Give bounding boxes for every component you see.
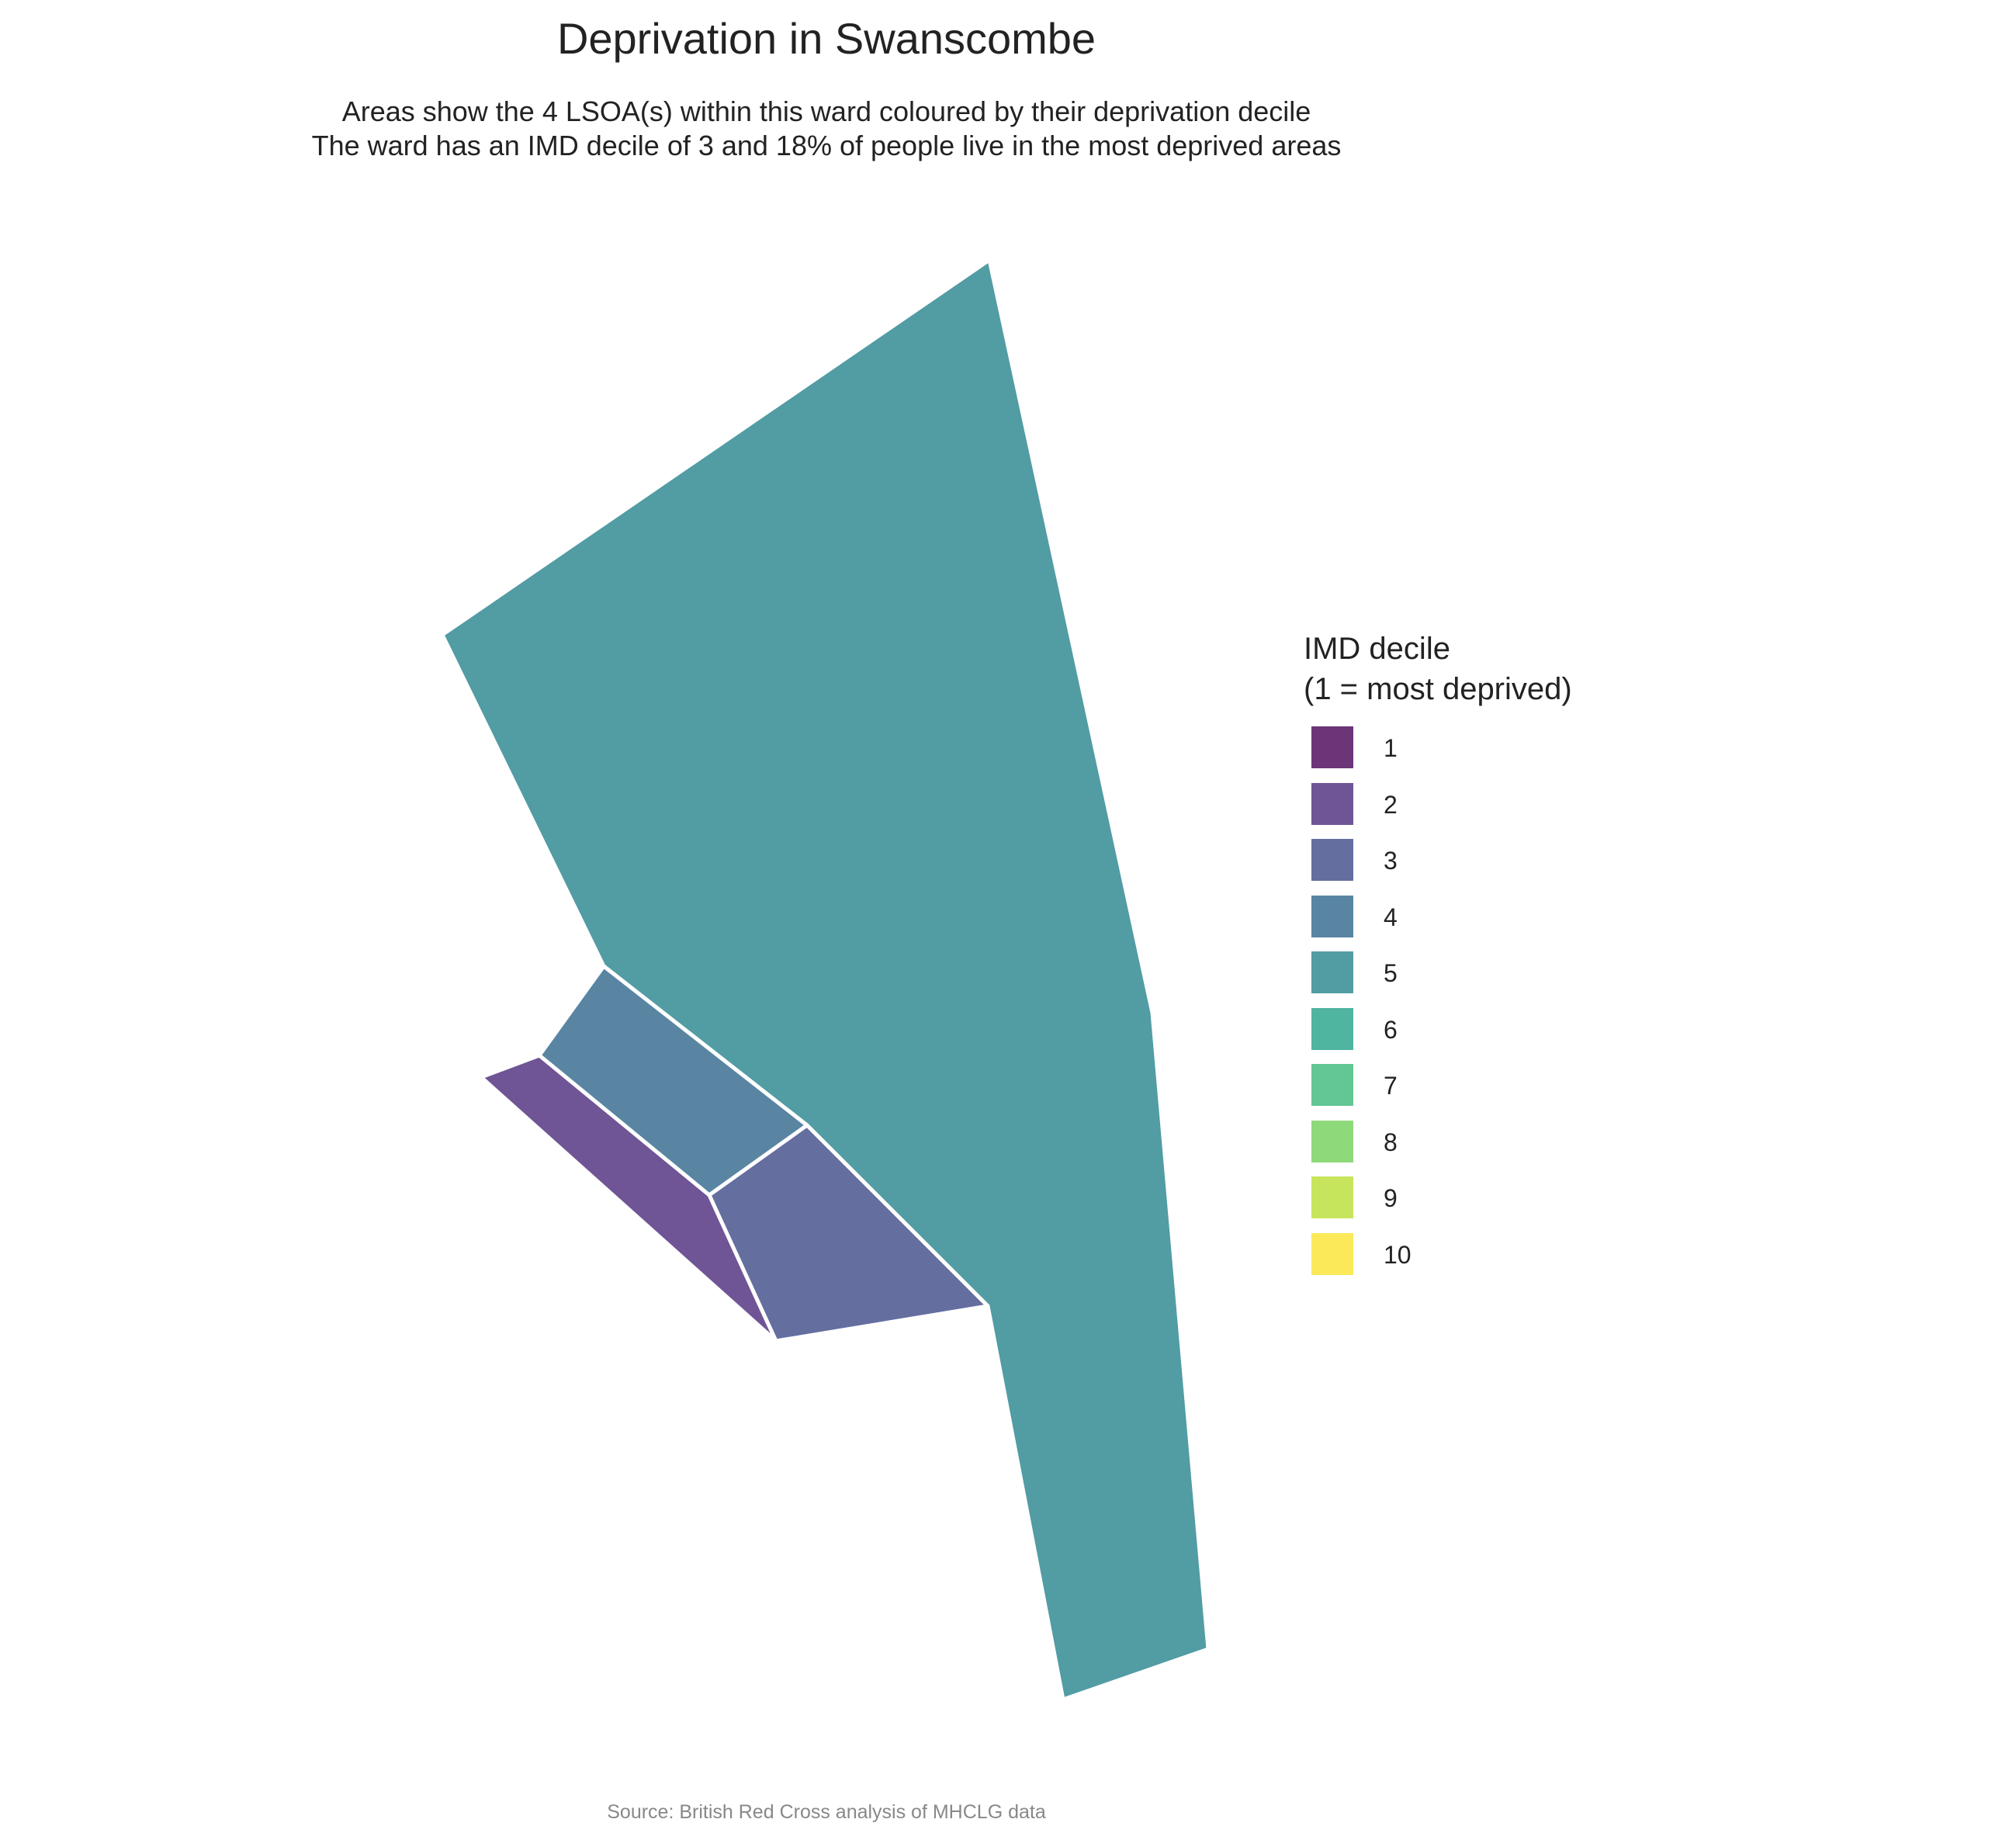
legend-item-7: 7 — [1304, 1064, 1769, 1121]
page-title: Deprivation in Swanscombe — [556, 14, 1096, 63]
legend-swatch — [1311, 1120, 1353, 1163]
legend-swatch — [1311, 726, 1353, 768]
legend-title-line-1: IMD decile — [1304, 632, 1450, 666]
legend-title: IMD decile (1 = most deprived) — [1304, 629, 1769, 709]
legend-item-1: 1 — [1304, 726, 1769, 783]
legend-swatch — [1311, 951, 1353, 993]
legend-item-8: 8 — [1304, 1120, 1769, 1177]
legend-swatch — [1311, 839, 1353, 881]
legend-item-9: 9 — [1304, 1176, 1769, 1233]
legend-label: 1 — [1384, 734, 1398, 762]
legend-label: 3 — [1384, 847, 1398, 875]
legend-item-3: 3 — [1304, 839, 1769, 896]
legend-item-5: 5 — [1304, 951, 1769, 1008]
legend-item-6: 6 — [1304, 1007, 1769, 1065]
legend-label: 8 — [1384, 1128, 1398, 1156]
legend-swatch — [1311, 1232, 1353, 1275]
legend-label: 2 — [1384, 790, 1398, 819]
legend-label: 7 — [1384, 1072, 1398, 1100]
legend-label: 4 — [1384, 903, 1398, 931]
legend-item-10: 10 — [1304, 1232, 1769, 1290]
legend-label: 6 — [1384, 1015, 1398, 1044]
legend-title-line-2: (1 = most deprived) — [1304, 672, 1572, 706]
legend-swatch — [1311, 1064, 1353, 1106]
legend-swatch — [1311, 1007, 1353, 1050]
lsoa-decile-5 — [440, 258, 1211, 1702]
legend-label: 10 — [1384, 1240, 1412, 1269]
legend-item-4: 4 — [1304, 895, 1769, 952]
legend-swatch — [1311, 1176, 1353, 1218]
lsoa-decile-2 — [479, 1053, 778, 1343]
legend-swatch — [1311, 782, 1353, 825]
subtitle-line-2: The ward has an IMD decile of 3 and 18% … — [311, 130, 1342, 161]
legend-item-2: 2 — [1304, 782, 1769, 840]
legend-items: 1 2 3 4 5 6 7 8 9 10 — [1304, 726, 1769, 1289]
legend-swatch — [1311, 895, 1353, 937]
legend-label: 5 — [1384, 959, 1398, 987]
source-note: Source: British Red Cross analysis of MH… — [607, 1801, 1046, 1823]
subtitle-line-1: Areas show the 4 LSOA(s) within this war… — [341, 95, 1311, 127]
legend-label: 9 — [1384, 1184, 1398, 1212]
legend: IMD decile (1 = most deprived) 1 2 3 4 5 6 7 8 9… — [1304, 629, 1769, 1289]
